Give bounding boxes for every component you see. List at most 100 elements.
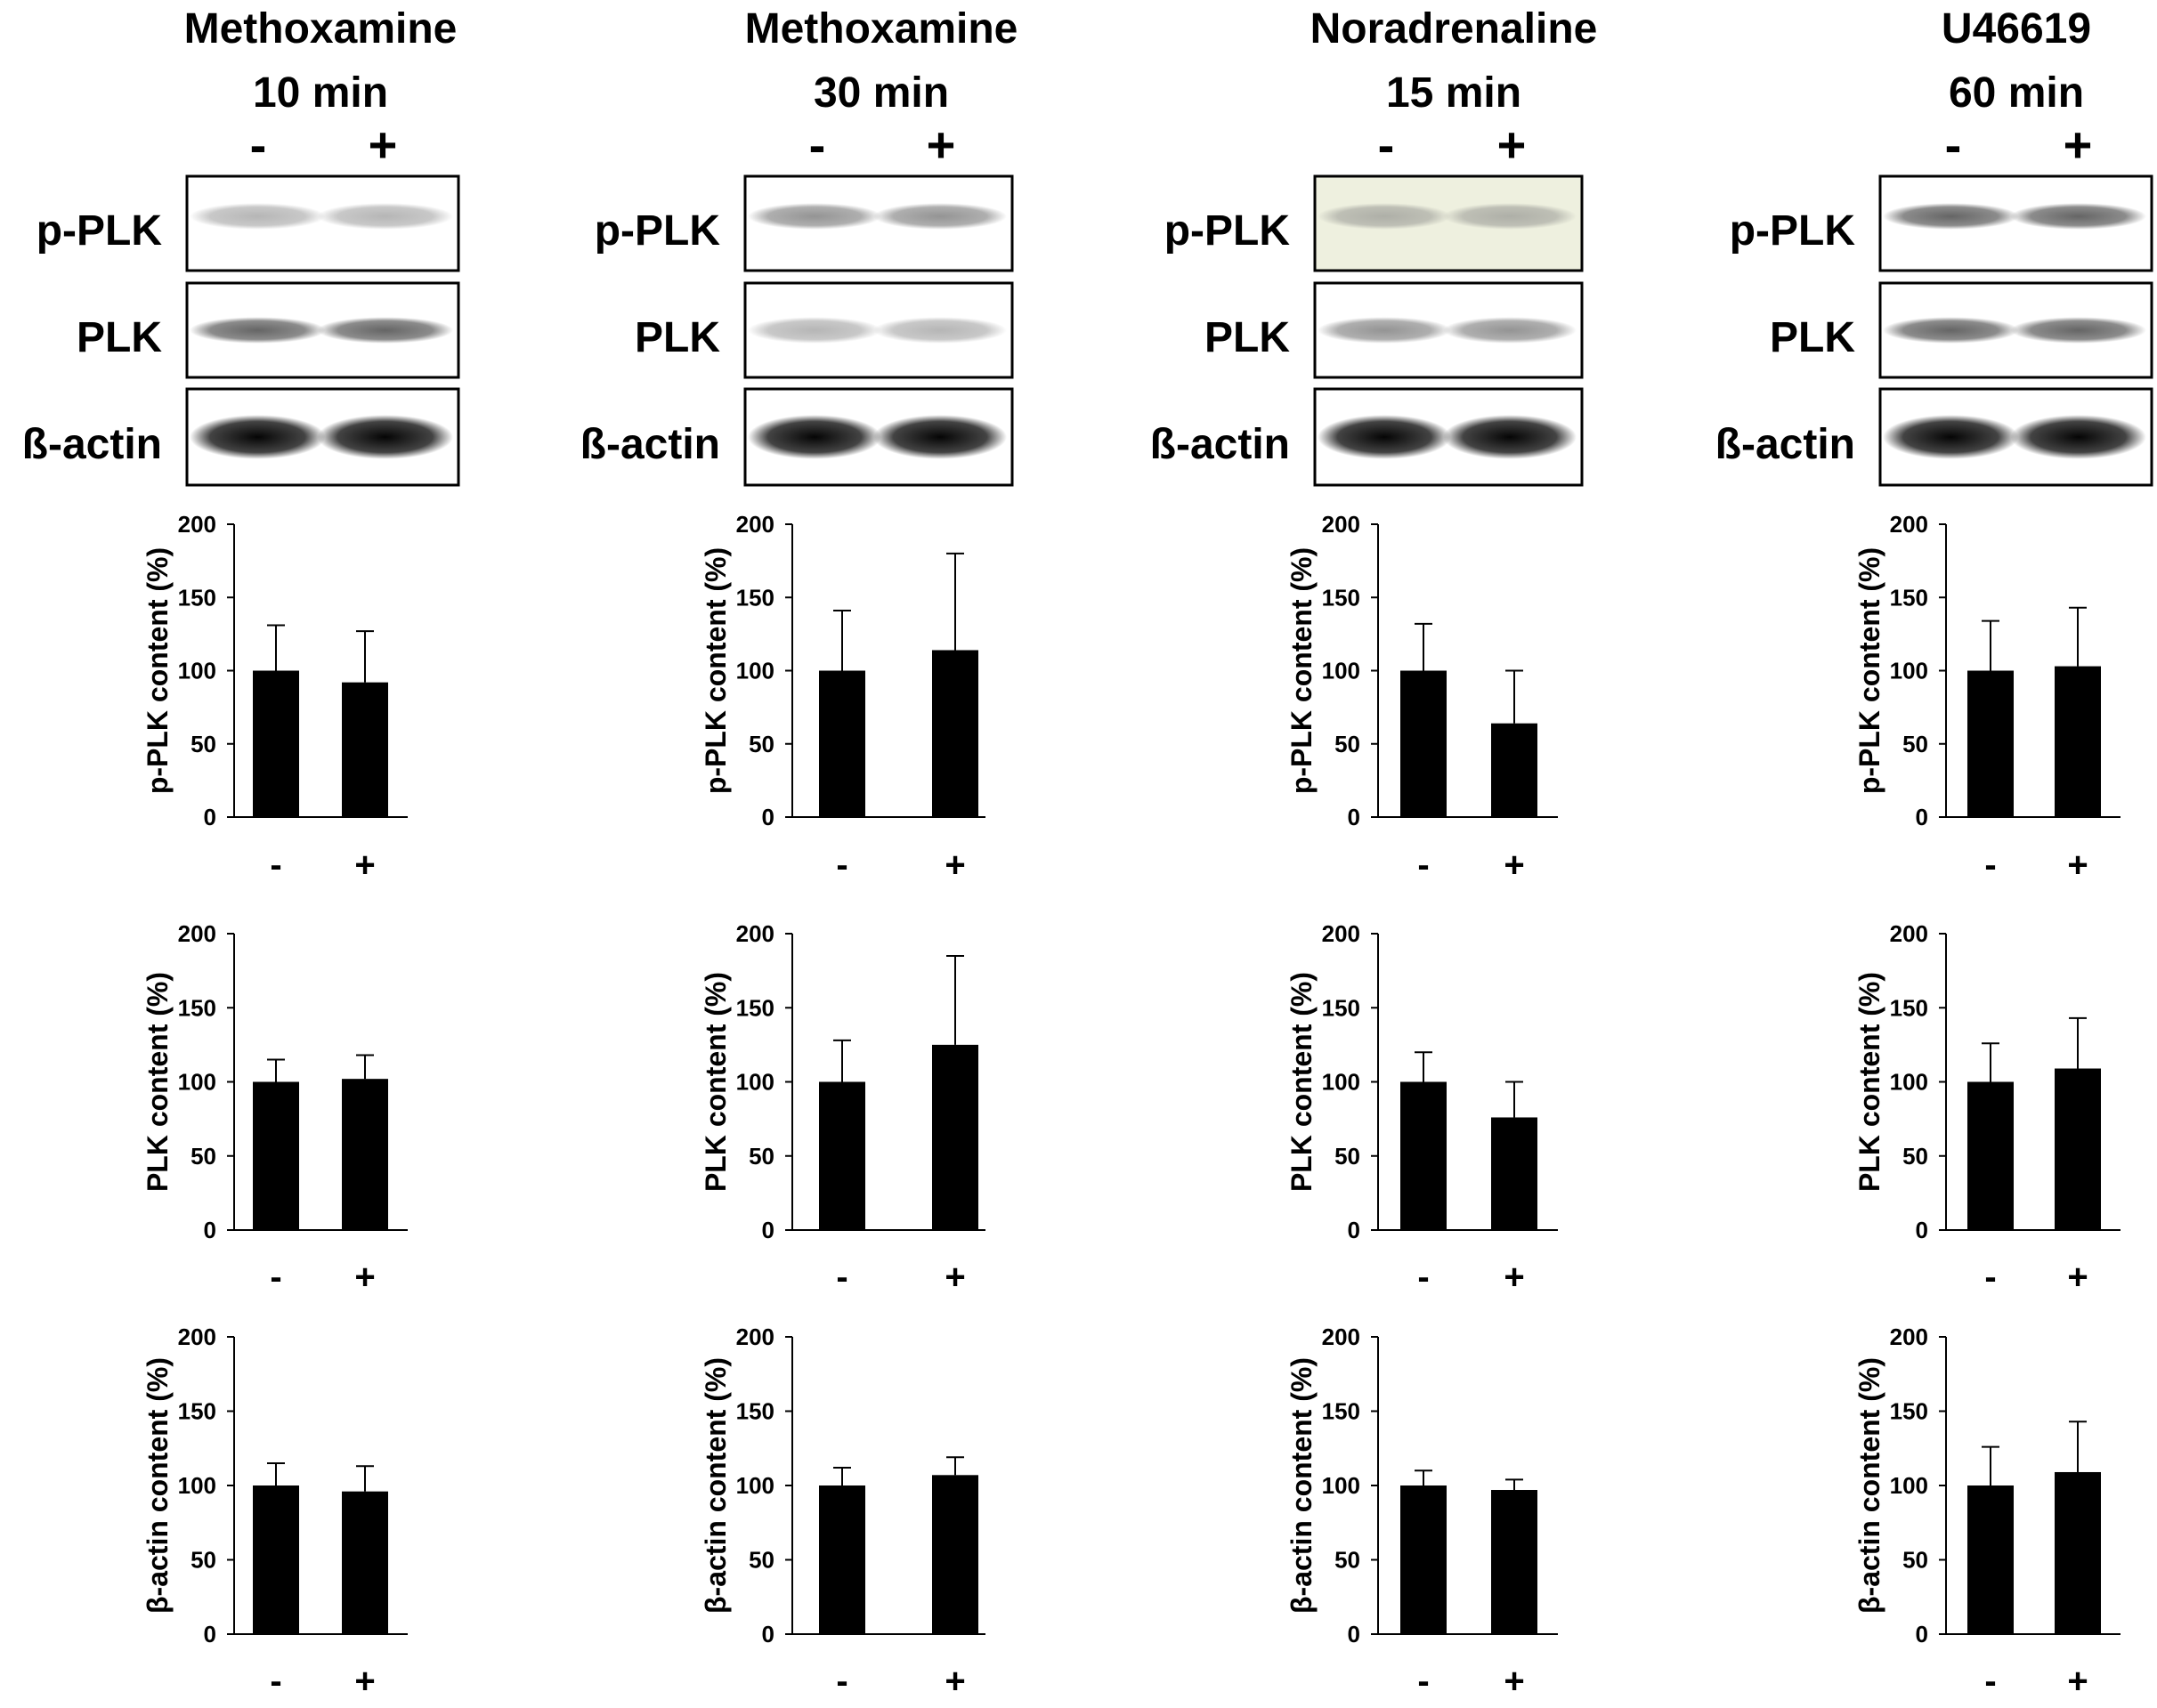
bar bbox=[2055, 1068, 2101, 1230]
bar bbox=[1491, 1117, 1537, 1230]
blot-band bbox=[2010, 203, 2146, 230]
y-tick-label: 200 bbox=[736, 920, 774, 947]
y-axis-label: PLK content (%) bbox=[1285, 972, 1318, 1192]
blot-label: PLK bbox=[1770, 314, 1855, 361]
x-tick-label: - bbox=[1984, 846, 1996, 885]
x-tick-label: - bbox=[270, 1662, 281, 1701]
y-tick-label: 150 bbox=[178, 994, 216, 1021]
y-tick-label: 50 bbox=[191, 1547, 216, 1574]
blot-label: PLK bbox=[635, 314, 720, 361]
blot-band bbox=[748, 415, 881, 459]
y-axis-label: p-PLK content (%) bbox=[700, 547, 732, 794]
bar bbox=[932, 650, 978, 817]
x-tick-label: + bbox=[354, 1662, 375, 1701]
blot-label: PLK bbox=[77, 314, 162, 361]
y-tick-label: 50 bbox=[1902, 731, 1928, 757]
y-tick-label: 50 bbox=[191, 731, 216, 757]
bar bbox=[1400, 1485, 1447, 1634]
blot-band bbox=[748, 203, 881, 230]
y-tick-label: 0 bbox=[1916, 1217, 1928, 1243]
y-axis-label: β-actin content (%) bbox=[1853, 1357, 1885, 1614]
y-tick-label: 100 bbox=[1890, 1069, 1928, 1096]
panel-1: Methoxamine 10 min- + p-PLK PLK ß-actin bbox=[22, 5, 460, 487]
y-tick-label: 100 bbox=[1322, 1069, 1360, 1096]
x-tick-label: + bbox=[1504, 1258, 1524, 1297]
blot-band bbox=[873, 203, 1007, 230]
blot-label: ß-actin bbox=[580, 421, 720, 468]
lane-label: + bbox=[927, 117, 956, 173]
x-tick-label: + bbox=[1504, 846, 1524, 885]
bar bbox=[932, 1044, 978, 1230]
x-tick-label: - bbox=[836, 1258, 847, 1297]
y-tick-label: 150 bbox=[736, 1398, 774, 1425]
bar bbox=[342, 1079, 388, 1230]
y-tick-label: 100 bbox=[736, 1472, 774, 1499]
y-tick-label: 0 bbox=[762, 1621, 774, 1647]
bar bbox=[2055, 1471, 2101, 1634]
blot-label: PLK bbox=[1204, 314, 1290, 361]
western-blot bbox=[1878, 281, 2153, 379]
y-tick-label: 150 bbox=[736, 584, 774, 611]
blot-label: ß-actin bbox=[1150, 421, 1290, 468]
x-tick-label: + bbox=[354, 1258, 375, 1297]
western-blot bbox=[1878, 387, 2153, 487]
bar bbox=[819, 670, 865, 817]
y-tick-label: 100 bbox=[736, 1069, 774, 1096]
y-axis-label: PLK content (%) bbox=[700, 972, 732, 1192]
y-tick-label: 50 bbox=[1334, 1547, 1360, 1574]
y-tick-label: 100 bbox=[178, 1472, 216, 1499]
y-tick-label: 200 bbox=[736, 1323, 774, 1350]
bar bbox=[1967, 1081, 2014, 1230]
western-blot bbox=[1313, 387, 1584, 487]
bar bbox=[253, 1485, 299, 1634]
lane-label: - bbox=[250, 117, 267, 173]
blot-band bbox=[1883, 317, 2019, 344]
blot-label: ß-actin bbox=[22, 421, 162, 468]
lane-label: + bbox=[369, 117, 398, 173]
bar bbox=[1400, 670, 1447, 817]
blot-band bbox=[190, 415, 326, 459]
y-axis-label: p-PLK content (%) bbox=[142, 547, 174, 794]
y-tick-label: 50 bbox=[749, 1143, 774, 1170]
y-axis-label: β-actin content (%) bbox=[142, 1357, 174, 1614]
lane-label: - bbox=[1378, 117, 1395, 173]
bar bbox=[1491, 723, 1537, 817]
western-blot bbox=[185, 174, 460, 272]
western-blot bbox=[743, 387, 1014, 487]
y-tick-label: 0 bbox=[1348, 804, 1360, 830]
blot-band bbox=[873, 317, 1007, 344]
panel-4: U46619 60 min- + p-PLK PLK ß-actin bbox=[1715, 5, 2153, 487]
y-tick-label: 200 bbox=[1890, 1323, 1928, 1350]
x-tick-label: - bbox=[836, 1662, 847, 1701]
y-tick-label: 100 bbox=[1322, 658, 1360, 684]
y-tick-label: 200 bbox=[1890, 511, 1928, 538]
bar bbox=[1967, 670, 2014, 817]
bar bbox=[253, 1081, 299, 1230]
panel-title-line1: U46619 bbox=[1942, 5, 2091, 53]
y-tick-label: 150 bbox=[1322, 584, 1360, 611]
western-blot bbox=[1313, 174, 1584, 272]
blot-band bbox=[1318, 317, 1451, 344]
x-tick-label: + bbox=[354, 846, 375, 885]
x-tick-label: + bbox=[945, 846, 965, 885]
bar bbox=[1400, 1081, 1447, 1230]
panel-2: Methoxamine 30 min- + p-PLK PLK ß-actin bbox=[580, 5, 1018, 487]
blot-label: p-PLK bbox=[595, 207, 721, 255]
blot-band bbox=[873, 415, 1007, 459]
y-tick-label: 200 bbox=[178, 511, 216, 538]
x-tick-label: + bbox=[945, 1258, 965, 1297]
y-tick-label: 0 bbox=[204, 1217, 216, 1243]
blot-band bbox=[2010, 317, 2146, 344]
x-tick-label: + bbox=[2067, 846, 2088, 885]
western-blot bbox=[1878, 174, 2153, 272]
y-tick-label: 100 bbox=[1322, 1472, 1360, 1499]
y-tick-label: 150 bbox=[1890, 1398, 1928, 1425]
y-tick-label: 0 bbox=[204, 1621, 216, 1647]
y-tick-label: 50 bbox=[1902, 1143, 1928, 1170]
